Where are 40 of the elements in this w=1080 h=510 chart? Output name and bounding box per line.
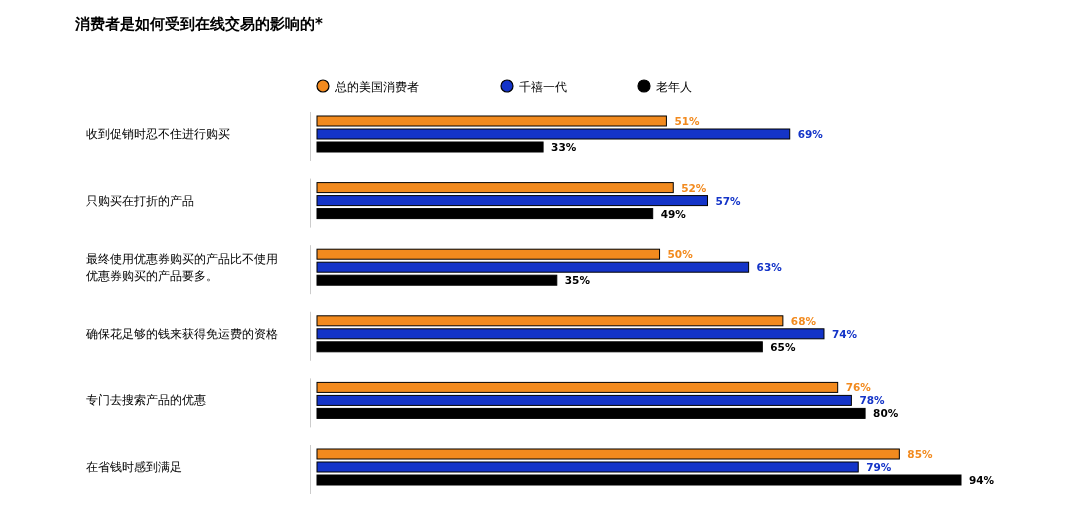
data-label: 35% xyxy=(564,274,591,287)
data-label: 69% xyxy=(797,128,824,140)
bar xyxy=(316,328,825,340)
data-label: 74% xyxy=(831,327,858,340)
data-label: 52% xyxy=(681,181,707,194)
bar xyxy=(316,261,750,273)
bar xyxy=(316,394,852,406)
bar xyxy=(316,208,654,220)
data-label: 94% xyxy=(969,474,995,486)
bar xyxy=(316,195,709,207)
bar xyxy=(316,248,661,260)
chart-title: 消费者是如何受到在线交易的影响的* xyxy=(74,15,323,33)
data-label: 51% xyxy=(674,115,701,127)
bar xyxy=(316,274,558,286)
data-label: 68% xyxy=(790,314,817,327)
bar xyxy=(316,381,839,393)
legend-label: 总的美国消费者 xyxy=(334,79,419,94)
y-tick-label: 在省钱时感到满足 xyxy=(86,460,182,474)
bar xyxy=(316,182,674,194)
bar xyxy=(316,341,763,353)
data-label: 85% xyxy=(907,448,933,460)
data-label: 65% xyxy=(770,340,796,353)
legend-label: 千禧一代 xyxy=(519,79,567,94)
data-label: 79% xyxy=(866,461,892,473)
data-label: 50% xyxy=(667,248,694,261)
data-label: 80% xyxy=(873,407,899,420)
y-tick-label: 收到促销时忍不住进行购买 xyxy=(86,127,230,141)
legend-label: 老年人 xyxy=(656,79,692,94)
data-label: 57% xyxy=(715,194,742,207)
data-label: 78% xyxy=(859,394,885,407)
y-tick-label: 只购买在打折的产品 xyxy=(86,193,194,208)
data-label: 63% xyxy=(756,261,783,274)
data-label: 49% xyxy=(660,207,687,220)
data-label: 33% xyxy=(551,141,577,153)
bar xyxy=(316,315,784,327)
y-tick-label: 专门去搜索产品的优惠 xyxy=(86,393,206,408)
y-tick-label: 确保花足够的钱来获得免运费的资格 xyxy=(85,326,278,341)
y-tick-label: 最终使用优惠券购买的产品比不使用优惠券购买的产品要多。 xyxy=(86,251,278,283)
data-label: 76% xyxy=(845,381,872,394)
bar xyxy=(316,407,866,419)
